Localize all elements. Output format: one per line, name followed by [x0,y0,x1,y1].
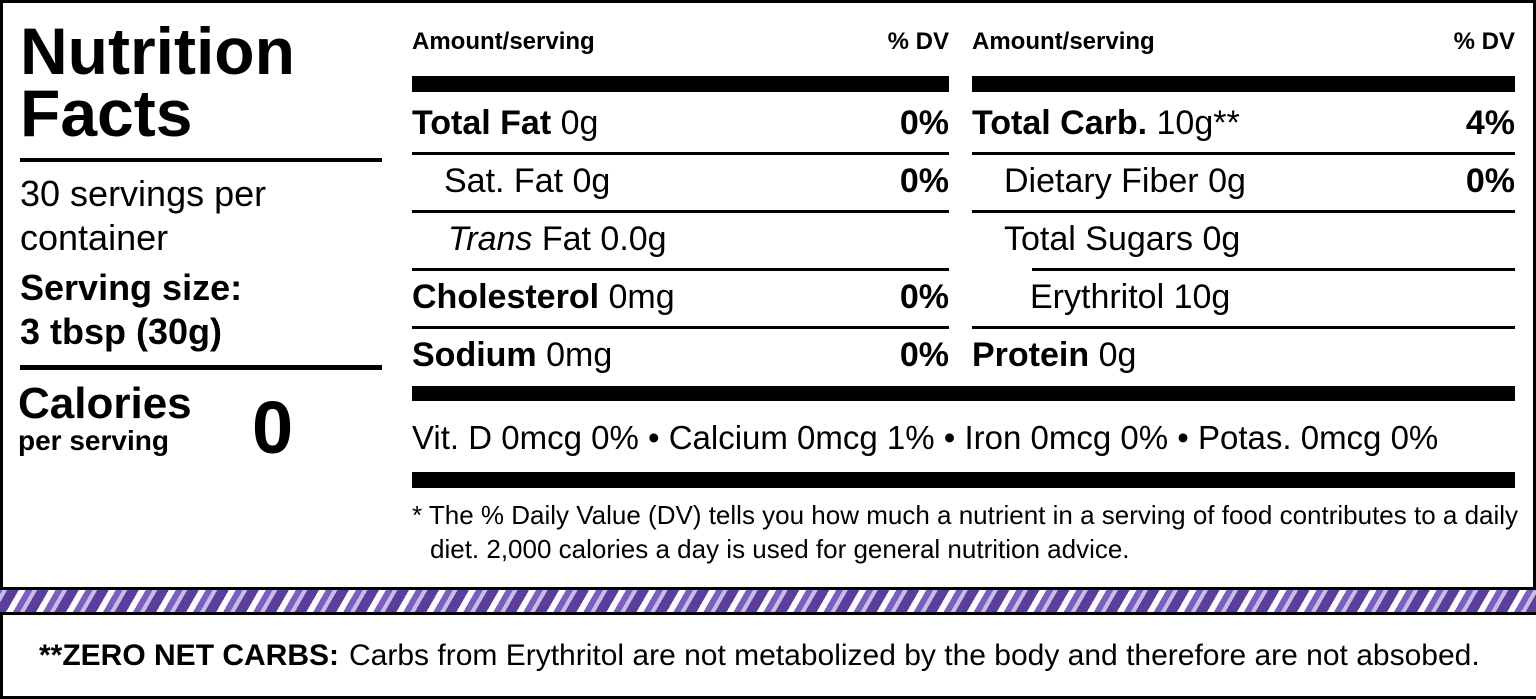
thick-rule [412,472,1515,488]
rule [1032,268,1515,271]
banner-label: **ZERO NET CARBS: [39,638,340,672]
banner-text: Carbs from Erythritol are not metabolize… [349,638,1480,672]
nutrient-dv: 0% [899,336,949,374]
nutrient-dv: 0% [899,278,949,316]
nutrient-name: Dietary Fiber [1004,162,1199,200]
nutrient-amount: 10g** [1156,104,1240,142]
rule [972,210,1515,213]
vitamins: Vit. D 0mcg 0% • Calcium 0mcg 1% • Iron … [412,419,1439,456]
nutrient-amount: 0g [1202,220,1241,258]
nutrient-amount: 0g [1098,336,1137,374]
nutrient-name: Total Fat [412,104,552,142]
nutrient-dv: 4% [1465,104,1515,142]
nutrient-dv: 0% [1465,162,1515,200]
nutrient-row: Trans Fat 0.0g [412,212,949,267]
nutrient-row: Total Fat 0g 0% [412,96,949,151]
nutrient-row: Total Carb. 10g** 4% [972,96,1515,151]
thick-rule [972,76,1515,92]
calories-sub: per serving [18,425,169,456]
rule [20,365,382,370]
nutrient-amount: 10g [1173,278,1231,316]
nutrient-name: Total Sugars [1004,220,1193,258]
label-panel [0,0,1536,590]
nutrient-row: Sat. Fat 0g 0% [412,154,949,209]
nutrient-column: Amount/serving % DV Total Carb. 10g** 4% D… [972,28,1515,374]
nutrient-amount: 0g [1208,162,1246,200]
nutrient-amount: 0mg [546,336,613,374]
nutrient-name: Cholesterol [412,278,600,316]
nutrient-name: Protein [972,336,1090,374]
serving-size: Serving size: 3 tbsp (30g) [20,266,380,354]
nutrient-name: Sat. Fat [444,162,564,200]
nutrient-row: Protein 0g [972,328,1515,383]
thick-rule [412,386,1515,401]
nutrient-row: Total Sugars 0g [972,212,1515,267]
nutrient-name: Fat [541,220,591,258]
header-amount: Amount/serving [412,28,595,55]
nutrient-amount: 0.0g [600,220,667,258]
banner: **ZERO NET CARBS: Carbs from Erythritol a… [0,612,1536,699]
rule [412,268,949,271]
nutrient-name: Total Carb. [972,104,1148,142]
nutrient-row: Erythritol 10g [972,270,1515,325]
header-dv: % DV [887,28,949,55]
nutrient-name-italic: Trans [448,220,533,258]
rule [412,210,949,213]
stripe-band [0,590,1536,614]
servings: 30 servings per container [20,173,267,258]
nutrient-dv: 0% [899,162,949,200]
calories-label: Calories [18,379,192,428]
nutrient-row: Sodium 0mg 0% [412,328,949,383]
nutrient-amount: 0g [560,104,599,142]
nutrient-dv: 0% [899,104,949,142]
column-header: Amount/serving % DV [412,28,949,62]
thick-rule [412,76,949,92]
rule [972,326,1515,329]
column-header: Amount/serving % DV [972,28,1515,62]
header-dv: % DV [1453,28,1515,55]
title: Nutrition Facts [20,14,295,150]
nutrient-row: Cholesterol 0mg 0% [412,270,949,325]
footnote: * The % Daily Value (DV) tells you how m… [412,500,1519,564]
rule [412,326,949,329]
header-amount: Amount/serving [972,28,1155,55]
nutrient-row: Dietary Fiber 0g 0% [972,154,1515,209]
rule [412,152,949,155]
nutrient-amount: 0g [572,162,611,200]
nutrient-name: Sodium [412,336,537,374]
serving-size-value: 3 tbsp (30g) [20,311,223,352]
nutrient-column: Amount/serving % DV Total Fat 0g 0% Sat. F… [412,28,949,374]
nutrient-amount: 0mg [608,278,675,316]
serving-size-label: Serving size: [20,267,243,308]
calories-value: 0 [252,386,294,469]
rule [972,152,1515,155]
nutrient-name: Erythritol [1030,278,1165,316]
rule [20,158,382,162]
